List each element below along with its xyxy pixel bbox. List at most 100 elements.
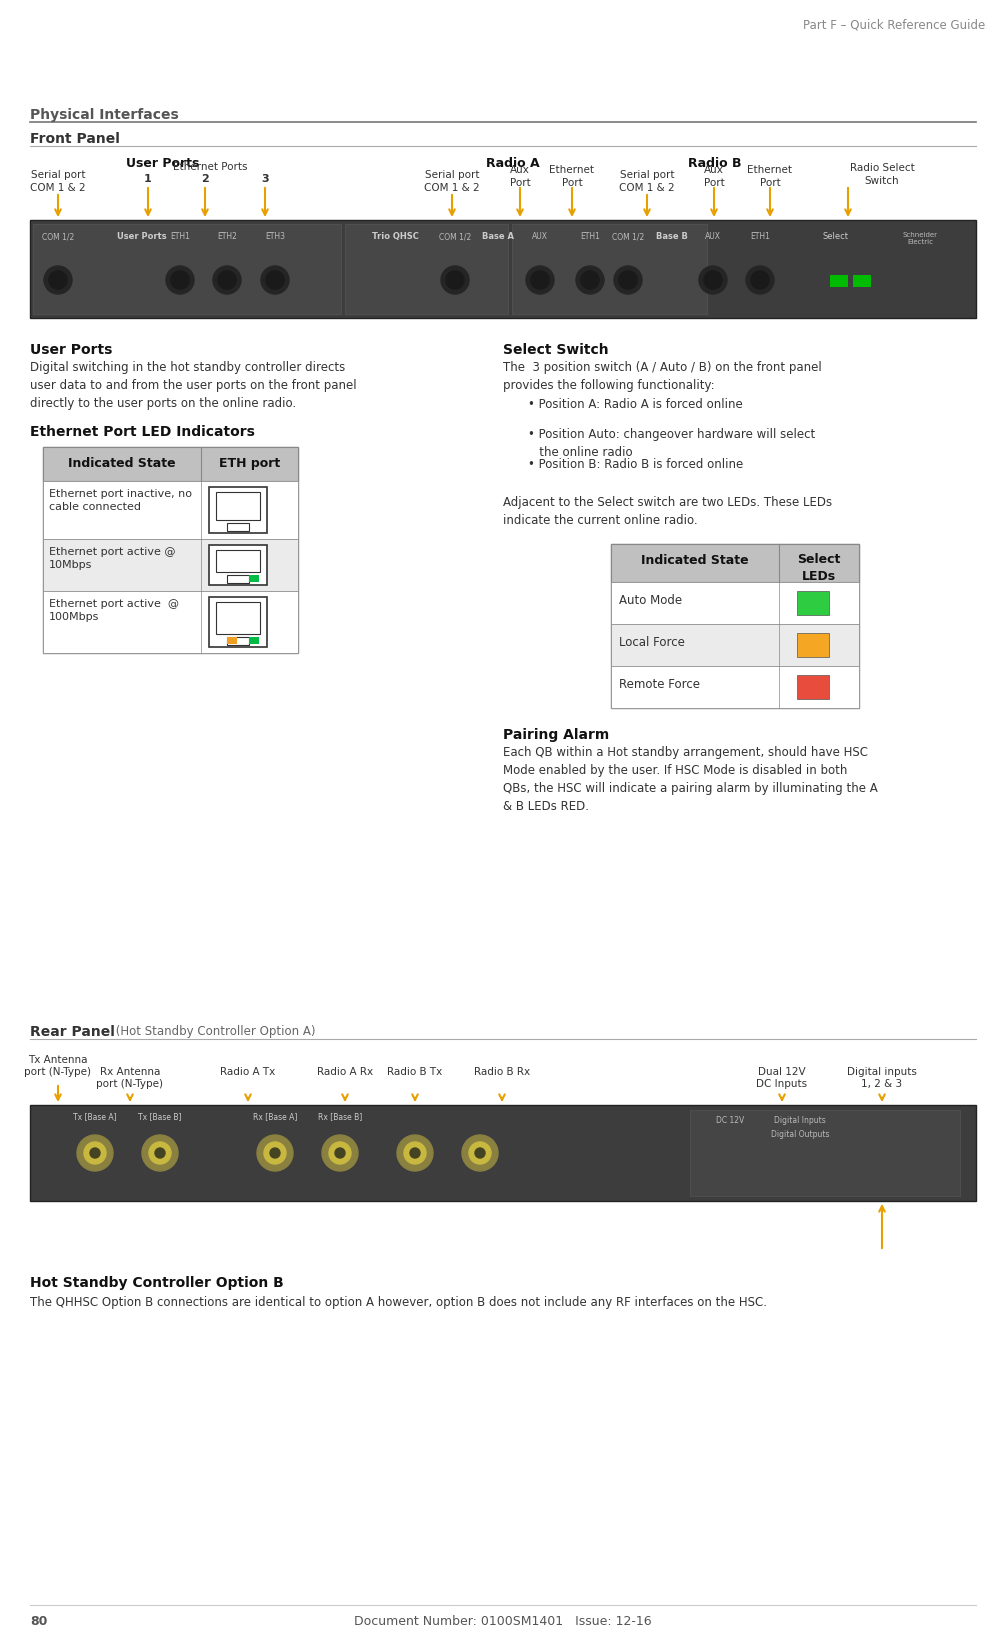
Circle shape: [166, 265, 194, 295]
Bar: [209, 598, 267, 647]
Text: ETH1: ETH1: [170, 232, 190, 241]
Text: Digital inputs
1, 2 & 3: Digital inputs 1, 2 & 3: [847, 1067, 916, 1089]
Circle shape: [446, 270, 464, 290]
Text: Remote Force: Remote Force: [619, 678, 700, 691]
Text: Rx [Base A]: Rx [Base A]: [253, 1112, 297, 1121]
Circle shape: [155, 1148, 165, 1157]
Circle shape: [149, 1143, 171, 1164]
Circle shape: [83, 1143, 106, 1164]
Text: 80: 80: [30, 1616, 47, 1629]
Bar: [227, 637, 237, 643]
Text: Local Force: Local Force: [619, 637, 685, 648]
Text: Each QB within a Hot standby arrangement, should have HSC
Mode enabled by the us: Each QB within a Hot standby arrangement…: [503, 746, 878, 814]
Text: Auto Mode: Auto Mode: [619, 594, 682, 607]
Text: User Ports: User Ports: [117, 232, 167, 241]
Bar: [43, 539, 298, 591]
Text: ETH1: ETH1: [580, 232, 600, 241]
Text: User Ports: User Ports: [127, 157, 199, 170]
Text: ETH1: ETH1: [750, 232, 770, 241]
Text: Pairing Alarm: Pairing Alarm: [503, 728, 610, 742]
Text: The  3 position switch (A / Auto / B) on the front panel
provides the following : The 3 position switch (A / Auto / B) on …: [503, 362, 822, 391]
Bar: [30, 1105, 976, 1202]
Circle shape: [329, 1143, 351, 1164]
Text: Ethernet
Port: Ethernet Port: [747, 165, 793, 188]
Circle shape: [322, 1134, 358, 1170]
Circle shape: [213, 265, 241, 295]
Circle shape: [261, 265, 289, 295]
Text: Base B: Base B: [656, 232, 688, 241]
Circle shape: [462, 1134, 498, 1170]
Text: Radio A Rx: Radio A Rx: [317, 1067, 373, 1077]
Text: Part F – Quick Reference Guide: Part F – Quick Reference Guide: [803, 18, 985, 31]
Text: Ethernet
Port: Ethernet Port: [549, 165, 595, 188]
Bar: [43, 447, 298, 653]
Bar: [227, 637, 249, 645]
Text: (Hot Standby Controller Option A): (Hot Standby Controller Option A): [112, 1025, 316, 1038]
Text: The QHHSC Option B connections are identical to option A however, option B does : The QHHSC Option B connections are ident…: [30, 1297, 767, 1310]
Text: Aux
Port: Aux Port: [510, 165, 530, 188]
Circle shape: [77, 1134, 113, 1170]
Text: 1: 1: [144, 174, 152, 183]
Bar: [227, 522, 249, 530]
Circle shape: [397, 1134, 433, 1170]
Bar: [209, 545, 267, 584]
Text: Radio A Tx: Radio A Tx: [220, 1067, 276, 1077]
Bar: [797, 634, 829, 656]
Text: Digital Inputs: Digital Inputs: [775, 1116, 826, 1125]
Text: Physical Interfaces: Physical Interfaces: [30, 108, 179, 123]
Text: ETH3: ETH3: [265, 232, 285, 241]
Bar: [345, 224, 508, 314]
Text: Radio B Rx: Radio B Rx: [474, 1067, 530, 1077]
Text: Dual 12V
DC Inputs: Dual 12V DC Inputs: [757, 1067, 808, 1089]
Circle shape: [257, 1134, 293, 1170]
Circle shape: [699, 265, 727, 295]
Text: Document Number: 0100SM1401   Issue: 12-16: Document Number: 0100SM1401 Issue: 12-16: [354, 1616, 652, 1629]
Text: Radio B Tx: Radio B Tx: [387, 1067, 443, 1077]
Circle shape: [335, 1148, 345, 1157]
Circle shape: [580, 270, 600, 290]
Text: Trio QHSC: Trio QHSC: [371, 232, 418, 241]
Text: Digital outputs
1, 2 & 3: Digital outputs 1, 2 & 3: [851, 1167, 929, 1190]
Circle shape: [142, 1134, 178, 1170]
Circle shape: [704, 270, 722, 290]
Text: Rx Antenna
port (N-Type): Rx Antenna port (N-Type): [97, 1067, 164, 1089]
Bar: [209, 486, 267, 534]
Text: Indicated State: Indicated State: [641, 553, 748, 566]
Text: Serial port
COM 1 & 2: Serial port COM 1 & 2: [30, 170, 86, 193]
Text: Radio Select
Switch: Radio Select Switch: [850, 164, 914, 187]
Bar: [797, 591, 829, 616]
Circle shape: [576, 265, 604, 295]
Circle shape: [746, 265, 774, 295]
Text: AUX: AUX: [705, 232, 721, 241]
Bar: [512, 224, 707, 314]
Text: COM 1/2: COM 1/2: [439, 232, 471, 241]
Text: Tx [Base A]: Tx [Base A]: [73, 1112, 117, 1121]
Text: • Position A: Radio A is forced online: • Position A: Radio A is forced online: [528, 398, 742, 411]
Circle shape: [750, 270, 770, 290]
Circle shape: [264, 1143, 286, 1164]
Bar: [690, 1110, 960, 1197]
Text: 3: 3: [262, 174, 269, 183]
Bar: [33, 224, 341, 314]
Circle shape: [44, 265, 72, 295]
Circle shape: [441, 265, 469, 295]
Circle shape: [266, 270, 284, 290]
Bar: [33, 1192, 973, 1198]
Circle shape: [526, 265, 554, 295]
Bar: [43, 591, 298, 653]
Text: User Ports: User Ports: [30, 344, 113, 357]
Bar: [513, 301, 706, 309]
Text: ETH port: ETH port: [219, 457, 280, 470]
Bar: [216, 493, 260, 521]
Bar: [830, 275, 848, 286]
Text: Rear Panel: Rear Panel: [30, 1025, 115, 1039]
Text: Digital switching in the hot standby controller directs
user data to and from th: Digital switching in the hot standby con…: [30, 362, 356, 409]
Circle shape: [469, 1143, 491, 1164]
Text: Indicated State: Indicated State: [68, 457, 176, 470]
Circle shape: [619, 270, 637, 290]
Bar: [216, 550, 260, 571]
Bar: [43, 447, 298, 481]
Text: Rx [Base B]: Rx [Base B]: [318, 1112, 362, 1121]
Text: COM 1/2: COM 1/2: [612, 232, 644, 241]
Bar: [227, 575, 249, 583]
